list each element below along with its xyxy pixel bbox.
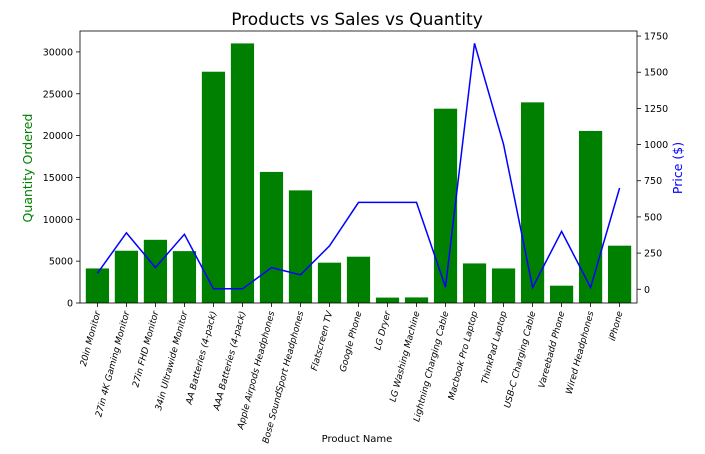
bar: [143, 239, 168, 303]
bar: [201, 71, 226, 303]
y-axis-right-label: Price ($): [670, 142, 685, 194]
bar: [607, 245, 632, 303]
y2-tick-label: 1250: [644, 104, 668, 115]
y-tick-label: 5000: [49, 257, 73, 268]
chart-title: Products vs Sales vs Quantity: [231, 10, 483, 30]
bar: [114, 250, 139, 303]
x-axis-label: Product Name: [322, 434, 393, 445]
x-tick-label: LG Dryer: [373, 309, 393, 352]
y2-tick-label: 1750: [644, 32, 668, 43]
bar: [433, 108, 458, 304]
bar-series: [85, 43, 632, 304]
y2-tick-label: 1000: [644, 140, 668, 151]
y-axis-left-ticks: 0 5000 10000 15000 20000 25000 30000: [43, 47, 80, 310]
y-axis-right-ticks: 0 250 500 750 1000 1250 1500 1750: [637, 32, 668, 296]
y2-tick-label: 0: [644, 285, 650, 296]
price-line: [96, 43, 621, 290]
x-tick-label: Google Phone: [339, 310, 365, 373]
x-tick-label: Vareebadd Phone: [537, 310, 567, 390]
bar: [288, 190, 313, 303]
bar: [549, 285, 574, 303]
x-tick-label: LG Washing Machine: [389, 310, 423, 403]
bar: [85, 268, 110, 303]
bar: [491, 268, 516, 303]
x-tick-label: AAA Batteries (4-pack): [212, 310, 248, 412]
x-tick-label: 20in Monitor: [79, 309, 104, 368]
y2-tick-label: 1500: [644, 68, 668, 79]
y-tick-label: 10000: [43, 215, 73, 226]
y-tick-label: 30000: [43, 47, 73, 58]
bar: [230, 43, 255, 304]
y-axis-left-label: Quantity Ordered: [20, 114, 35, 223]
bar: [259, 171, 284, 303]
y-tick-label: 25000: [43, 89, 73, 100]
y-tick-label: 15000: [43, 173, 73, 184]
x-tick-label: Wired Headphones: [565, 310, 597, 396]
x-tick-label: AA Batteries (4-pack): [184, 310, 219, 406]
x-tick-label: 34in Ultrawide Monitor: [154, 309, 191, 412]
y-tick-label: 0: [67, 299, 73, 310]
price-line-series: [96, 43, 621, 290]
x-tick-label: 27in FHD Monitor: [131, 309, 161, 389]
y2-tick-label: 250: [644, 249, 662, 260]
y2-tick-label: 500: [644, 212, 662, 223]
y2-tick-label: 750: [644, 176, 662, 187]
x-tick-label: Macbook Pro Laptop: [447, 310, 480, 401]
bar: [404, 297, 429, 303]
bar: [317, 262, 342, 303]
x-tick-label: Flatscreen TV: [310, 309, 336, 372]
bar: [375, 297, 400, 303]
bar: [346, 256, 371, 303]
x-tick-label: 27in 4K Gaming Monitor: [94, 309, 132, 418]
x-tick-label: ThinkPad Laptop: [480, 310, 509, 385]
bar: [462, 263, 487, 303]
bar: [172, 251, 197, 303]
bar: [578, 130, 603, 303]
bar: [520, 102, 545, 304]
y-tick-label: 20000: [43, 131, 73, 142]
x-tick-label: iPhone: [608, 310, 626, 342]
x-tick-label: USB-C Charging Cable: [503, 310, 539, 410]
